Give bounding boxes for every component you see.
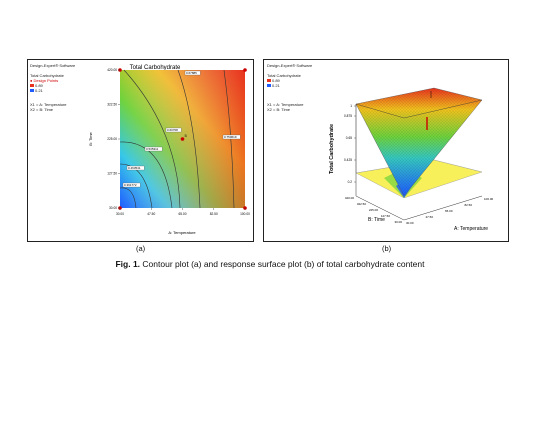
y-tick-label-b: 420.00 [345,196,355,200]
x-axis-label-b: A: Temperature [454,226,488,232]
figure-caption-text: Contour plot (a) and response surface pl… [140,259,425,269]
y-tick-label-b: 322.50 [357,202,367,206]
subfigure-label-a: (a) [136,244,146,253]
y-tick-label-b: 127.50 [381,214,391,218]
z-tick-label: 1 [350,104,352,108]
x-axis-label-a: A: Temperature [168,230,196,235]
legend-high-b: 0.89 [267,78,280,83]
z-axis-label: Total Carbohydrate [329,124,335,174]
contour-level-label: 0.391772 [124,183,137,187]
legend-high-swatch-b [267,79,271,83]
z-tick-label: 0.65 [346,136,352,140]
legend-low-value: 0.21 [35,88,43,93]
software-label-b: Design-Expert® Software [267,63,313,68]
legend-high-value-b: 0.89 [272,78,280,83]
design-point [243,68,247,72]
y-tick-label-a: 225.00 [107,137,117,141]
x-tick-label-b: 82.50 [465,203,473,207]
legend-high: 0.89 [30,83,43,88]
contour-level-label: 0.535311 [146,147,159,151]
contour-chart: Total Carbohydrate 0.391772 0.463541 0.535… [88,65,250,235]
contour-label-box [144,146,163,152]
surface-mesh [356,88,482,196]
contour-line [119,141,173,209]
x-tick-label-b: 47.50 [426,215,434,219]
factor-y-label-b: X2 = B: Time [267,107,291,112]
y-tick-label-a: 420.00 [107,68,117,72]
contour-level-label: 0.750619 [224,135,237,139]
y-axis-label-a: B: Time [88,131,93,145]
surface-plot-panel: Design-Expert® Software Total Carbohydra… [263,59,509,242]
design-point [180,137,185,141]
design-point-marker-icon: ● [30,78,33,83]
figure-caption: Fig. 1. Contour plot (a) and response su… [0,259,540,269]
x-tick-label-a: 30.00 [116,212,124,216]
x-tick-label-a: 65.00 [179,212,187,216]
factor-x-label-b: X1 = A: Temperature [267,102,304,107]
contour-line [119,187,137,209]
y-tick-label-a: 322.50 [107,103,117,107]
response-label: Total Carbohydrate [30,73,64,78]
figure-number: Fig. 1. [115,259,141,269]
contour-level-label: 0.463541 [128,166,141,170]
x-tick-label-a: 82.50 [210,212,218,216]
design-points-label: Design Points [33,78,59,83]
design-points-legend: ● Design Points [30,78,58,83]
legend-high-swatch [30,84,34,88]
chart-a-title: Total Carbohydrate [130,65,181,71]
factor-x-label: X1 = A: Temperature [30,102,67,107]
contour-label-box [184,70,201,76]
y-tick-label-b: 225.00 [369,208,379,212]
y-tick-label-a: 127.50 [107,172,117,176]
x-tick-label-b: 100.00 [484,197,494,201]
response-label-b: Total Carbohydrate [267,73,301,78]
contour-line [223,69,235,209]
contour-level-label: 0.60708 [167,128,178,132]
contour-line [119,163,153,209]
legend-low-b: 0.21 [267,83,280,88]
factor-y-label: X2 = B: Time [30,107,54,112]
z-tick-label: 0.425 [344,158,352,162]
subfigure-label-b: (b) [382,244,392,253]
software-label: Design-Expert® Software [30,63,76,68]
legend-high-value: 0.89 [35,83,43,88]
z-tick-label: 0.875 [344,114,352,118]
legend-low-swatch [30,89,34,93]
contour-label-box [165,127,182,133]
y-tick-label-b: 30.00 [394,220,402,224]
contour-plot-panel: Design-Expert® Software Total Carbohydra… [27,59,254,242]
legend-low: 0.21 [30,88,43,93]
y-axis-line-b [355,195,405,221]
y-tick-label-a: 30.00 [109,206,117,210]
legend-low-swatch-b [267,84,271,88]
x-axis-line-b [403,195,483,221]
z-tick-label: 0.2 [348,180,353,184]
y-axis-label-b: B: Time [368,217,385,223]
x-tick-label-a: 100.00 [240,212,250,216]
legend-low-value-b: 0.21 [272,83,280,88]
contour-label-box [122,182,141,188]
x-tick-label-b: 65.00 [445,209,453,213]
surface-chart: 0.2 0.425 0.65 0.875 1 30.00 47.50 65.00 82.50 10… [329,87,494,232]
x-tick-label-a: 47.50 [147,212,155,216]
contour-label-box [222,134,241,140]
center-point-count: 5 [185,133,188,138]
contour-line [177,69,201,209]
x-tick-label-b: 30.00 [406,221,414,225]
surface-front-edge [355,99,483,119]
contour-line [123,69,181,209]
contour-label-box [126,165,145,171]
contour-level-label: 0.67885 [186,71,197,75]
